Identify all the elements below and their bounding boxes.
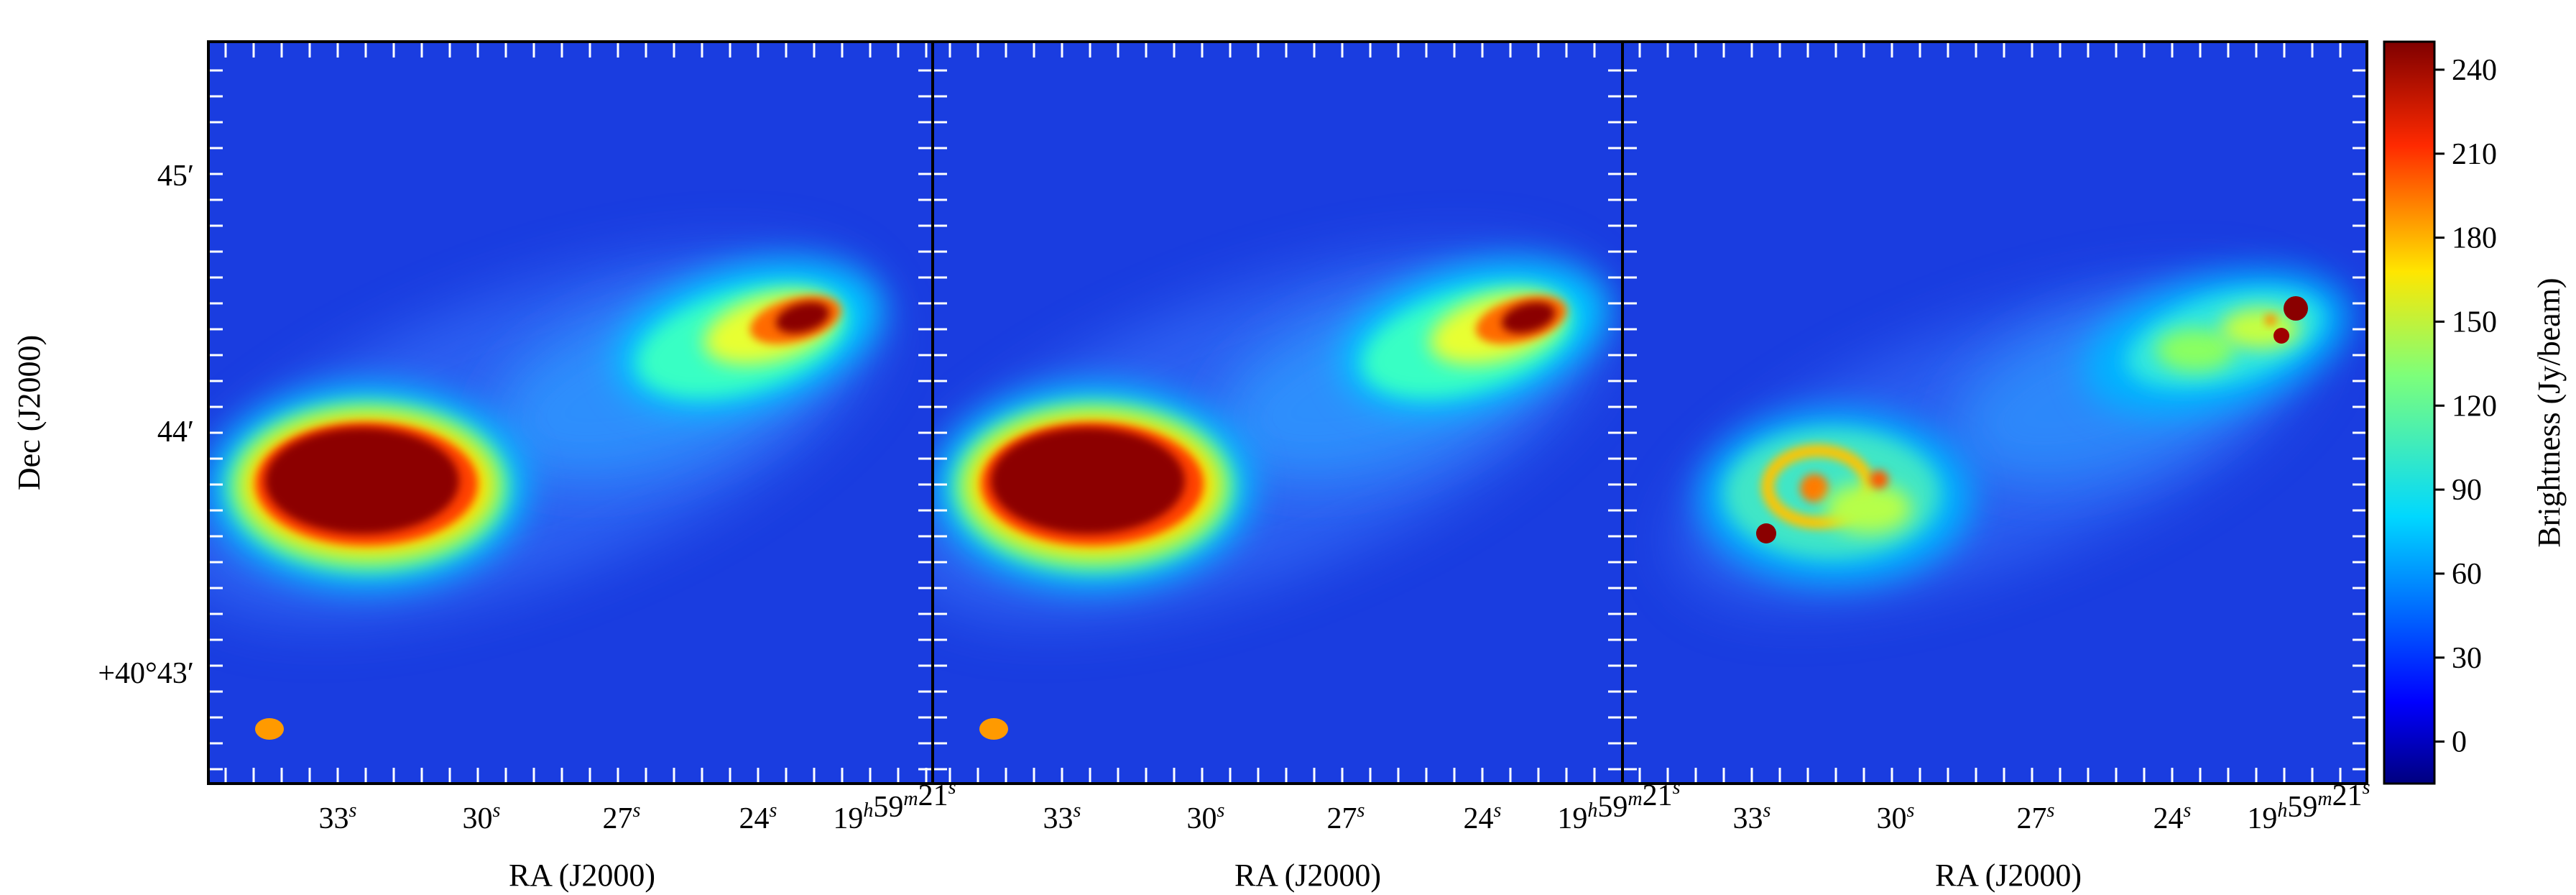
panel-1 xyxy=(208,42,933,784)
ra-tick-label: 30s xyxy=(1877,799,1915,835)
dec-tick-label: +40°43′ xyxy=(98,657,194,690)
colorbar-tick-label: 60 xyxy=(2452,558,2482,591)
panel-1-x-axis-title: RA (J2000) xyxy=(509,858,655,893)
ra-tick-label: 27s xyxy=(603,799,641,835)
panel-2-x-axis-title: RA (J2000) xyxy=(1234,858,1381,893)
panel-3 xyxy=(1622,42,2367,784)
panel-2-beam-marker xyxy=(979,718,1008,740)
ra-tick-labels: 33s 30s 27s 24s 19h59m21s 33s 30s 27s 24s 19h59m2… xyxy=(319,776,2370,835)
ra-tick-label: 30s xyxy=(1187,799,1225,835)
colorbar-tick-label: 180 xyxy=(2452,222,2497,255)
ra-tick-label: 24s xyxy=(739,799,777,835)
colorbar: 240 210 180 150 120 90 60 30 0 Brightness (Jy/be… xyxy=(2383,40,2567,785)
colorbar-ticks: 240 210 180 150 120 90 60 30 0 xyxy=(2434,54,2497,759)
dec-tick-label: 45′ xyxy=(157,160,194,193)
colorbar-tick-label: 150 xyxy=(2452,306,2497,339)
ra-tick-label: 27s xyxy=(1327,799,1365,835)
colorbar-tick-label: 210 xyxy=(2452,138,2497,171)
y-axis-title: Dec (J2000) xyxy=(11,335,47,490)
colorbar-tick-label: 0 xyxy=(2452,726,2467,759)
dec-tick-labels: 45′ 44′ +40°43′ xyxy=(98,160,194,690)
colorbar-tick-label: 30 xyxy=(2452,642,2482,675)
ra-tick-label: 19h59m21s xyxy=(833,776,956,835)
colorbar-tick-label: 120 xyxy=(2452,390,2497,423)
ra-tick-label: 33s xyxy=(1733,799,1771,835)
colorbar-tick-label: 240 xyxy=(2452,54,2497,87)
tick-marks xyxy=(210,43,2365,782)
colorbar-tick-label: 90 xyxy=(2452,474,2482,507)
panel-1-beam-marker xyxy=(255,718,284,740)
colorbar-gradient xyxy=(2383,40,2436,785)
ra-tick-label: 33s xyxy=(319,799,357,835)
colorbar-label: Brightness (Jy/beam) xyxy=(2531,277,2567,547)
panel-3-x-axis-title: RA (J2000) xyxy=(1935,858,2082,893)
ra-tick-label: 24s xyxy=(2153,799,2192,835)
panel-2 xyxy=(933,42,1622,784)
ra-tick-label: 33s xyxy=(1043,799,1081,835)
ra-tick-label: 30s xyxy=(463,799,501,835)
ra-tick-label: 19h59m21s xyxy=(1557,776,1680,835)
ra-tick-label: 19h59m21s xyxy=(2247,776,2370,835)
panel-frames xyxy=(207,40,2368,785)
dec-tick-label: 44′ xyxy=(157,416,194,449)
ra-tick-label: 27s xyxy=(2017,799,2055,835)
ra-tick-label: 24s xyxy=(1464,799,1502,835)
